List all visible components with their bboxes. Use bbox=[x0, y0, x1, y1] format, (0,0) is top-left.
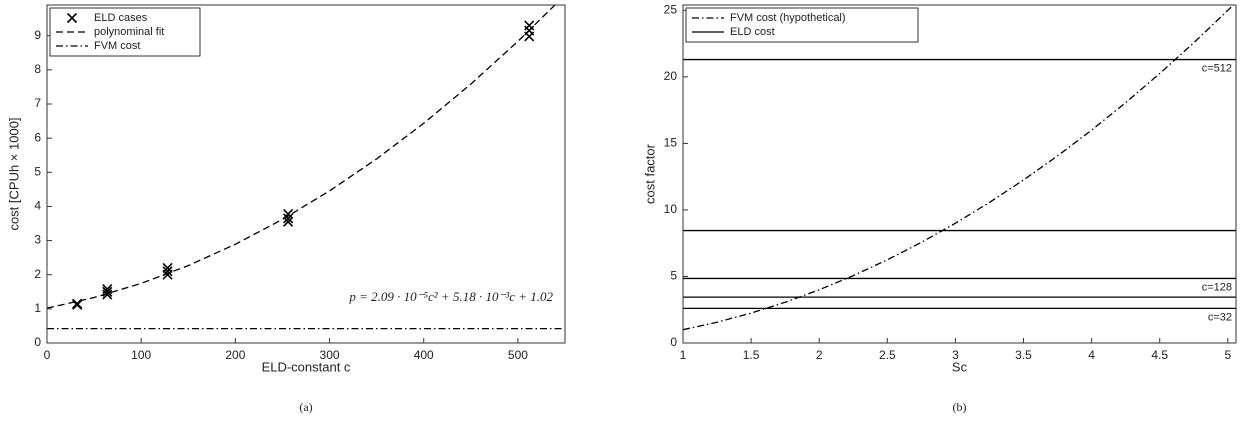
y-tick-label: 10 bbox=[664, 202, 678, 216]
x-tick-label: 500 bbox=[508, 348, 528, 362]
y-tick-label: 9 bbox=[34, 28, 41, 42]
x-tick-label: 2.5 bbox=[879, 348, 896, 362]
x-tick-label: 0 bbox=[44, 348, 51, 362]
plot-area bbox=[47, 5, 565, 330]
y-axis-label: cost [CPUh × 1000] bbox=[6, 117, 21, 230]
y-tick-label: 15 bbox=[664, 136, 678, 150]
x-tick-label: 200 bbox=[225, 348, 245, 362]
x-tick-label: 3.5 bbox=[1015, 348, 1032, 362]
x-tick-label: 100 bbox=[131, 348, 151, 362]
legend-symbol bbox=[66, 12, 78, 24]
y-tick-label: 1 bbox=[34, 301, 41, 315]
y-tick-label: 5 bbox=[670, 269, 677, 283]
data-point bbox=[102, 283, 113, 295]
y-tick-label: 7 bbox=[34, 96, 41, 110]
legend-label: ELD cost bbox=[730, 26, 775, 38]
x-tick-label: 3 bbox=[952, 348, 959, 362]
y-axis-label: cost factor bbox=[642, 143, 657, 204]
x-tick-label: 2 bbox=[816, 348, 823, 362]
x-tick-label: 1.5 bbox=[743, 348, 760, 362]
legend-label: FVM cost bbox=[94, 40, 140, 52]
legend-box bbox=[685, 7, 919, 43]
y-tick-label: 25 bbox=[664, 2, 678, 16]
data-line bbox=[47, 5, 556, 309]
legend-label: ELD cases bbox=[94, 12, 148, 24]
y-tick-label: 0 bbox=[34, 335, 41, 349]
y-tick-label: 0 bbox=[670, 335, 677, 349]
line-label: c=32 bbox=[1208, 311, 1232, 323]
y-tick-label: 6 bbox=[34, 130, 41, 144]
x-tick-label: 4.5 bbox=[1151, 348, 1168, 362]
data-point bbox=[524, 20, 535, 31]
y-tick-label: 4 bbox=[34, 199, 41, 213]
caption: (a) bbox=[299, 400, 312, 414]
y-tick-label: 2 bbox=[34, 267, 41, 281]
x-tick-label: 4 bbox=[1088, 348, 1095, 362]
y-tick-label: 8 bbox=[34, 62, 41, 76]
data-point bbox=[283, 216, 294, 227]
x-tick-label: 400 bbox=[414, 348, 434, 362]
data-point bbox=[283, 208, 294, 220]
line-label: c=512 bbox=[1202, 62, 1232, 74]
y-tick-label: 20 bbox=[664, 69, 678, 83]
data-line bbox=[683, 5, 1235, 331]
line-label: c=128 bbox=[1202, 281, 1232, 293]
data-point bbox=[283, 213, 294, 224]
legend-label: FVM cost (hypothetical) bbox=[730, 12, 846, 24]
x-tick-label: 1 bbox=[680, 348, 687, 362]
x-axis-label: Sc bbox=[952, 359, 968, 374]
legend-label: polynominal fit bbox=[94, 26, 164, 38]
y-tick-label: 3 bbox=[34, 233, 41, 247]
data-point bbox=[162, 262, 173, 273]
caption: (b) bbox=[953, 400, 967, 414]
axes-frame bbox=[682, 4, 1237, 344]
x-tick-label: 5 bbox=[1224, 348, 1231, 362]
x-axis-label: ELD-constant c bbox=[262, 359, 351, 374]
x-tick-label: 300 bbox=[320, 348, 340, 362]
annotation: p = 2.09 · 10⁻⁵c² + 5.18 · 10⁻³c + 1.02 bbox=[348, 289, 553, 304]
plot-area bbox=[683, 5, 1236, 331]
axes-frame bbox=[46, 4, 566, 344]
y-tick-label: 5 bbox=[34, 164, 41, 178]
